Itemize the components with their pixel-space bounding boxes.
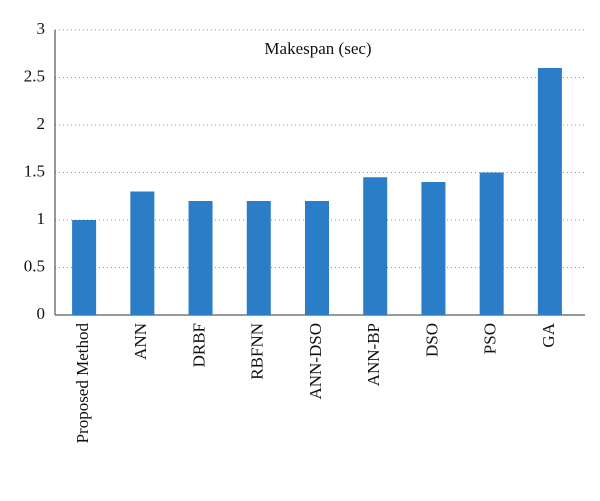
bar — [537, 68, 562, 315]
x-tick-label: PSO — [481, 323, 500, 354]
bar — [72, 220, 97, 315]
bar — [246, 201, 271, 315]
bar — [188, 201, 213, 315]
bar — [421, 182, 446, 315]
y-tick-label: 2.5 — [24, 66, 45, 85]
y-tick-label: 0.5 — [24, 256, 45, 275]
x-tick-label: ANN — [131, 323, 150, 360]
x-tick-label: ANN-BP — [364, 323, 383, 386]
x-tick-label: ANN-DSO — [306, 323, 325, 400]
x-tick-label: DRBF — [189, 323, 208, 367]
x-tick-label: DSO — [422, 323, 441, 357]
x-tick-label: GA — [539, 322, 558, 347]
bar — [130, 191, 155, 315]
y-tick-label: 1.5 — [24, 161, 45, 180]
x-tick-label: RBFNN — [248, 323, 267, 380]
y-tick-label: 1 — [37, 209, 46, 228]
y-tick-label: 0 — [37, 304, 46, 323]
chart-title: Makespan (sec) — [264, 39, 371, 58]
x-tick-label: Proposed Method — [73, 323, 92, 444]
bar — [363, 177, 388, 315]
bar — [479, 172, 504, 315]
y-tick-label: 3 — [37, 19, 46, 38]
y-tick-label: 2 — [37, 114, 46, 133]
bar — [305, 201, 329, 315]
